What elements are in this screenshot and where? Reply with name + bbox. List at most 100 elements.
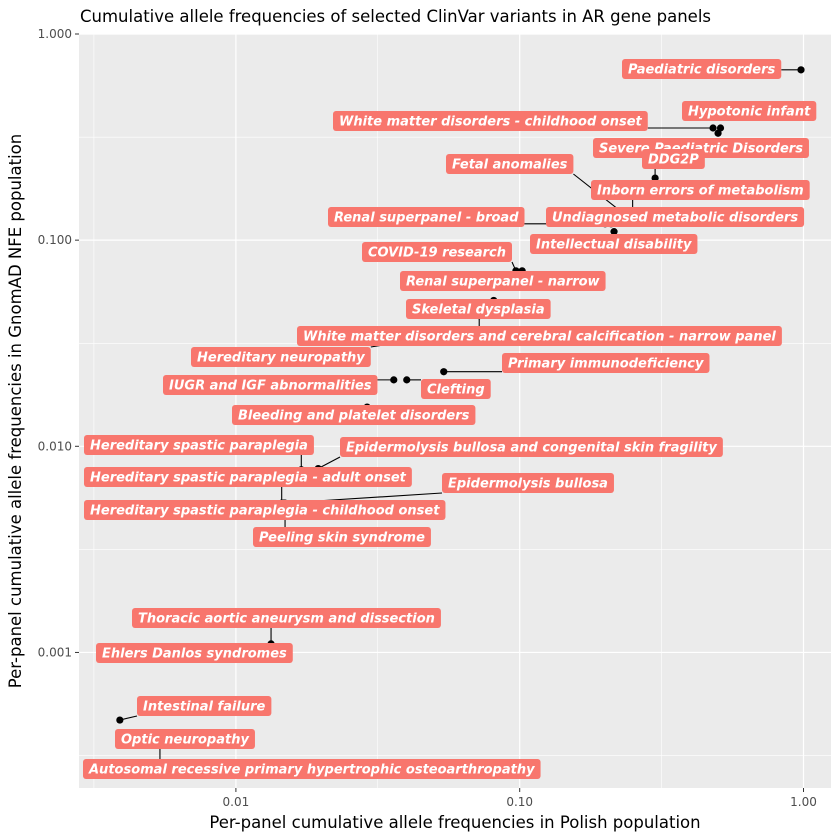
data-point — [651, 174, 659, 182]
data-point — [403, 376, 411, 384]
point-label-box — [340, 437, 723, 457]
point-label-text: Renal superpanel - narrow — [406, 275, 601, 290]
point-label-box — [137, 696, 272, 716]
point-label-text: Ehlers Danlos syndromes — [102, 647, 287, 662]
point-label-text: Epidermolysis bullosa — [448, 477, 608, 492]
point-label: Paediatric disorders — [622, 59, 782, 79]
chart-title: Cumulative allele frequencies of selecte… — [80, 7, 711, 26]
point-label-box — [530, 234, 698, 254]
point-label-box — [442, 473, 614, 493]
point-label: White matter disorders and cerebral calc… — [297, 326, 782, 346]
y-tick-label: 0.010 — [38, 439, 72, 453]
point-label: Hereditary spastic paraplegia - childhoo… — [84, 500, 446, 520]
point-label-box — [132, 608, 441, 628]
x-axis: 0.01 0.10 1.00 — [223, 788, 817, 809]
point-label-box — [642, 149, 705, 169]
point-label: Epidermolysis bullosa and congenital ski… — [340, 437, 723, 457]
point-label: IUGR and IGF abnormalities — [163, 375, 378, 395]
point-label-text: Intellectual disability — [536, 238, 692, 253]
point-label-box — [546, 207, 805, 227]
point-label-text: Paediatric disorders — [628, 63, 776, 78]
point-label-box — [328, 207, 525, 227]
point-label: White matter disorders - childhood onset — [333, 111, 648, 131]
point-label: Optic neuropathy — [115, 729, 255, 749]
data-point — [714, 129, 722, 137]
data-point — [797, 66, 805, 74]
point-label-box — [191, 347, 371, 367]
point-label: Hereditary spastic paraplegia - adult on… — [84, 467, 412, 487]
point-labels: Paediatric disorders Hypotonic infant Whit… — [83, 59, 817, 779]
point-label: Undiagnosed metabolic disorders — [546, 207, 805, 227]
point-label-box — [446, 154, 574, 174]
y-tick-label: 1.000 — [38, 27, 72, 41]
point-label-box — [333, 111, 648, 131]
y-tick-label: 0.001 — [38, 645, 72, 659]
point-label-text: Undiagnosed metabolic disorders — [552, 211, 798, 226]
point-label: COVID-19 research — [362, 242, 512, 262]
point-label: Hereditary neuropathy — [191, 347, 371, 367]
point-label-text: Hereditary spastic paraplegia - childhoo… — [90, 504, 440, 519]
x-tick-label: 0.01 — [223, 795, 250, 809]
point-label-text: IUGR and IGF abnormalities — [169, 379, 372, 394]
point-label-box — [421, 379, 491, 399]
x-axis-title: Per-panel cumulative allele frequencies … — [209, 813, 700, 832]
y-tick-label: 0.100 — [38, 233, 72, 247]
point-label-box — [502, 353, 710, 373]
point-label-box — [297, 326, 782, 346]
point-label-text: Primary immunodeficiency — [508, 357, 704, 372]
point-label-box — [96, 643, 293, 663]
point-label-text: Clefting — [427, 383, 485, 398]
point-label-text: Fetal anomalies — [452, 158, 568, 173]
point-label: Ehlers Danlos syndromes — [96, 643, 293, 663]
point-label: Inborn errors of metabolism — [591, 180, 810, 200]
point-label-text: Thoracic aortic aneurysm and dissection — [138, 612, 435, 627]
point-label: Autosomal recessive primary hypertrophic… — [83, 759, 541, 779]
point-label: Fetal anomalies — [446, 154, 574, 174]
point-label-box — [115, 729, 255, 749]
point-label-box — [400, 271, 606, 291]
point-label: DDG2P — [642, 149, 705, 169]
point-label-text: Skeletal dysplasia — [412, 303, 545, 318]
point-label: Epidermolysis bullosa — [442, 473, 614, 493]
y-axis: 0.001 0.010 0.100 1.000 — [38, 27, 79, 659]
data-point — [116, 716, 124, 724]
x-tick-label: 0.10 — [506, 795, 533, 809]
point-label: Renal superpanel - broad — [328, 207, 525, 227]
point-label-text: Renal superpanel - broad — [334, 211, 519, 226]
point-label: Clefting — [421, 379, 491, 399]
point-label-box — [682, 101, 817, 121]
point-label-text: Hereditary spastic paraplegia - adult on… — [90, 471, 407, 486]
y-axis-title: Per-panel cumulative allele frequencies … — [6, 134, 25, 688]
point-label: Hereditary spastic paraplegia — [84, 435, 314, 455]
point-label: Peeling skin syndrome — [253, 527, 431, 547]
point-label-box — [232, 405, 476, 425]
point-label-text: Peeling skin syndrome — [259, 531, 425, 546]
point-label-text: COVID-19 research — [368, 246, 506, 261]
point-label-box — [83, 759, 541, 779]
point-label-text: Inborn errors of metabolism — [597, 184, 804, 199]
point-label-box — [253, 527, 431, 547]
point-label: Intellectual disability — [530, 234, 698, 254]
point-label-text: Intestinal failure — [143, 700, 266, 715]
point-label-box — [163, 375, 378, 395]
point-label: Hypotonic infant — [682, 101, 817, 121]
point-label-text: Hereditary spastic paraplegia — [90, 439, 308, 454]
point-label-text: Autosomal recessive primary hypertrophic… — [88, 763, 535, 778]
x-tick-label: 1.00 — [790, 795, 817, 809]
data-point — [390, 376, 398, 384]
point-label: Thoracic aortic aneurysm and dissection — [132, 608, 441, 628]
point-label-text: White matter disorders - childhood onset — [339, 115, 643, 130]
point-label-text: DDG2P — [648, 153, 699, 168]
point-label-text: Hereditary neuropathy — [197, 351, 365, 366]
point-label-box — [591, 180, 810, 200]
label-connector — [317, 456, 341, 470]
point-label-text: Hypotonic infant — [688, 105, 811, 120]
point-label-box — [622, 59, 782, 79]
point-label-box — [84, 467, 412, 487]
data-point — [709, 124, 717, 132]
point-label-box — [406, 299, 551, 319]
point-label-box — [362, 242, 512, 262]
point-label: Renal superpanel - narrow — [400, 271, 606, 291]
point-label: Primary immunodeficiency — [502, 353, 710, 373]
